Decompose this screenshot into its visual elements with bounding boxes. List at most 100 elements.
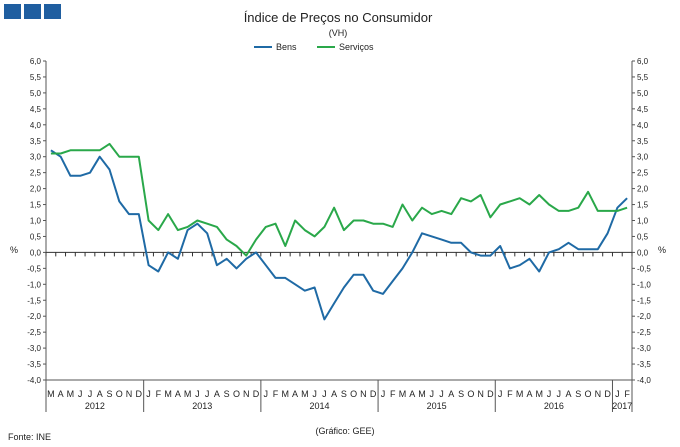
x-tick-label-month: J	[322, 389, 327, 399]
chart-credit: (Gráfico: GEE)	[315, 426, 374, 436]
x-tick-label-month: D	[487, 389, 494, 399]
series-line-bens	[50, 149, 628, 321]
x-tick-label-month: J	[381, 389, 386, 399]
x-tick-label-month: J	[547, 389, 552, 399]
x-tick-label-month: M	[301, 389, 309, 399]
x-tick-label-year: 2012	[85, 401, 105, 411]
y-tick-label-left: -4,0	[27, 376, 41, 385]
y-tick-label-right: 1,5	[637, 201, 649, 210]
x-tick-label-year: 2016	[544, 401, 564, 411]
x-tick-label-month: O	[350, 389, 357, 399]
x-tick-label-month: N	[243, 389, 250, 399]
x-tick-label-month: M	[282, 389, 290, 399]
x-tick-label-month: J	[557, 389, 562, 399]
x-tick-label-year: 2013	[192, 401, 212, 411]
x-tick-label-month: J	[430, 389, 435, 399]
x-tick-label-month: N	[126, 389, 133, 399]
x-tick-label-month: M	[67, 389, 75, 399]
x-tick-label-month: N	[360, 389, 367, 399]
x-tick-label-month: A	[58, 389, 64, 399]
y-tick-label-right: 1,0	[637, 217, 649, 226]
x-tick-label-month: M	[47, 389, 55, 399]
x-tick-label-year: 2014	[309, 401, 329, 411]
y-tick-label-left: 5,0	[30, 89, 42, 98]
y-tick-label-left: -3,5	[27, 360, 41, 369]
x-tick-label-month: A	[566, 389, 572, 399]
y-tick-label-right: 6,0	[637, 57, 649, 66]
y-tick-label-right: -4,0	[637, 376, 651, 385]
y-tick-label-right: 3,0	[637, 153, 649, 162]
legend: Bens Serviços	[254, 42, 374, 52]
x-tick-label-month: O	[233, 389, 240, 399]
series-lines	[50, 142, 628, 321]
logo	[4, 4, 61, 19]
x-tick-label-month: F	[156, 389, 162, 399]
y-tick-label-left: -2,5	[27, 328, 41, 337]
x-tick-label-month: A	[214, 389, 220, 399]
x-tick-label-month: J	[146, 389, 151, 399]
x-tick-label-year: 2017	[612, 401, 632, 411]
y-tick-label-left: 0,5	[30, 232, 42, 241]
x-tick-label-month: A	[331, 389, 337, 399]
y-tick-label-right: -2,0	[637, 312, 651, 321]
y-tick-label-right: -3,5	[637, 360, 651, 369]
y-tick-label-left: 5,5	[30, 73, 42, 82]
x-tick-label-month: J	[195, 389, 200, 399]
x-tick-label-month: A	[526, 389, 532, 399]
x-tick-label-month: F	[624, 389, 630, 399]
y-tick-label-right: 0,5	[637, 232, 649, 241]
y-tick-label-right: 3,5	[637, 137, 649, 146]
logo-square	[44, 4, 61, 19]
x-tick-label-month: D	[370, 389, 377, 399]
x-tick-label-month: J	[615, 389, 620, 399]
y-tick-label-left: 2,5	[30, 169, 42, 178]
y-tick-label-right: 5,5	[637, 73, 649, 82]
y-tick-label-left: 4,0	[30, 121, 42, 130]
x-tick-label-month: N	[595, 389, 602, 399]
x-tick-label-month: O	[585, 389, 592, 399]
y-tick-label-right: -1,5	[637, 296, 651, 305]
x-tick-label-month: D	[253, 389, 260, 399]
y-tick-label-left: 4,5	[30, 105, 42, 114]
x-tick-label-month: A	[175, 389, 181, 399]
x-tick-label-month: M	[164, 389, 172, 399]
y-tick-label-right: 4,5	[637, 105, 649, 114]
y-axis-label-right: %	[658, 245, 666, 255]
legend-label-servicos: Serviços	[339, 42, 374, 52]
x-tick-label-month: D	[604, 389, 611, 399]
x-tick-label-month: A	[448, 389, 454, 399]
y-tick-label-left: 3,5	[30, 137, 42, 146]
y-tick-label-right: 2,0	[637, 185, 649, 194]
x-tick-label-month: J	[88, 389, 93, 399]
x-tick-label-month: J	[205, 389, 210, 399]
x-tick-label-month: D	[136, 389, 143, 399]
y-tick-label-left: 1,5	[30, 201, 42, 210]
y-tick-label-right: -1,0	[637, 280, 651, 289]
x-tick-label-month: M	[535, 389, 543, 399]
y-tick-label-left: 3,0	[30, 153, 42, 162]
legend-label-bens: Bens	[276, 42, 297, 52]
x-tick-label-month: J	[264, 389, 269, 399]
x-tick-label-month: J	[78, 389, 83, 399]
y-tick-label-right: -3,0	[637, 344, 651, 353]
y-tick-label-right: 4,0	[637, 121, 649, 130]
x-tick-label-month: A	[409, 389, 415, 399]
y-tick-label-left: -1,5	[27, 296, 41, 305]
x-tick-label-month: J	[312, 389, 317, 399]
x-tick-label-month: A	[97, 389, 103, 399]
y-tick-label-left: -0,5	[27, 264, 41, 273]
x-tick-label-month: S	[106, 389, 112, 399]
x-tick-label-month: M	[399, 389, 407, 399]
x-tick-label-month: O	[116, 389, 123, 399]
y-tick-label-left: -1,0	[27, 280, 41, 289]
source-note: Fonte: INE	[8, 432, 51, 442]
x-tick-label-month: J	[498, 389, 503, 399]
y-tick-label-right: -2,5	[637, 328, 651, 337]
x-tick-label-month: S	[224, 389, 230, 399]
axes: 6,0 6,0 5,5 5,5 5,0 5,0 4,5 4,5 4,0 4,0 3,5 3,5 3,0 3…	[27, 57, 651, 412]
logo-square	[24, 4, 41, 19]
y-tick-label-left: 0,0	[30, 248, 42, 257]
x-tick-label-month: J	[439, 389, 444, 399]
y-tick-label-right: -0,5	[637, 264, 651, 273]
